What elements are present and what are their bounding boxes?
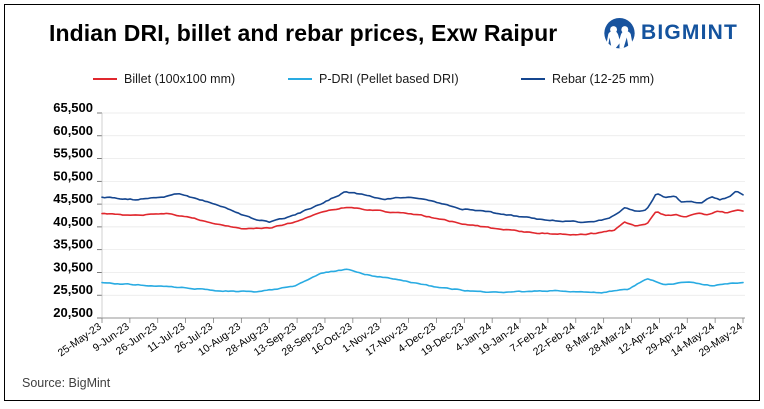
svg-text:45,500: 45,500 <box>53 191 93 206</box>
svg-text:20,500: 20,500 <box>53 305 93 320</box>
svg-text:30,500: 30,500 <box>53 259 93 274</box>
svg-text:50,500: 50,500 <box>53 168 93 183</box>
svg-text:35,500: 35,500 <box>53 237 93 252</box>
svg-text:25,500: 25,500 <box>53 282 93 297</box>
svg-text:60,500: 60,500 <box>53 123 93 138</box>
svg-text:65,500: 65,500 <box>53 100 93 115</box>
svg-text:55,500: 55,500 <box>53 146 93 161</box>
svg-text:40,500: 40,500 <box>53 214 93 229</box>
